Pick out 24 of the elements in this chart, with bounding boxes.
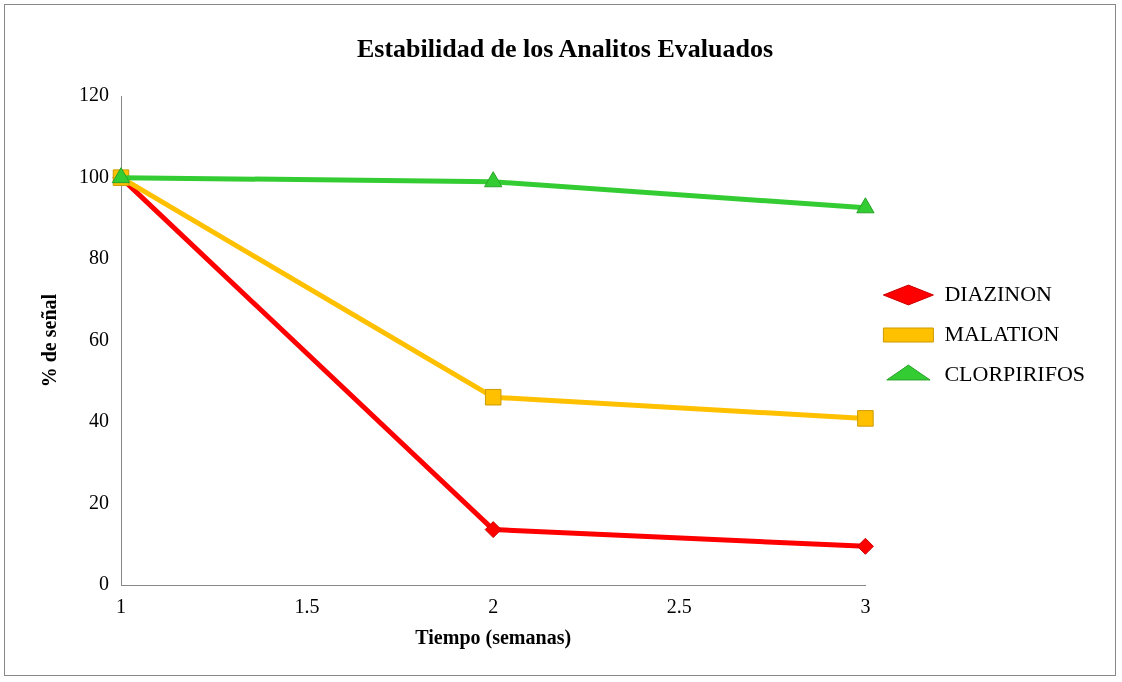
y-tick-label: 60 (89, 327, 109, 350)
point (484, 521, 502, 539)
x-tick-label: 3 (860, 595, 871, 618)
y-tick-label: 40 (89, 409, 109, 432)
point (856, 197, 875, 214)
legend-label: DIAZINON (944, 280, 1053, 306)
point (857, 410, 874, 427)
y-tick-label: 100 (79, 164, 109, 187)
point (484, 171, 503, 188)
x-tick-label: 2 (488, 595, 499, 618)
chart-title: Estabilidad de los Analitos Evaluados (356, 34, 774, 64)
y-tick-label: 20 (89, 490, 109, 513)
legend-label: MALATION (944, 320, 1060, 346)
point (856, 537, 874, 555)
x-axis-title: Tiempo (semanas) (415, 626, 572, 650)
legend-label: CLORPIRIFOS (944, 360, 1085, 386)
y-tick-label: 120 (79, 83, 109, 106)
y-tick-label: 80 (89, 246, 109, 269)
x-tick-label: 2.5 (666, 595, 692, 618)
y-tick-label: 0 (99, 572, 109, 595)
point (484, 388, 502, 406)
x-tick-label: 1.5 (294, 595, 320, 618)
y-axis-title: % de señal (38, 293, 61, 388)
x-tick-label: 1 (116, 595, 126, 618)
